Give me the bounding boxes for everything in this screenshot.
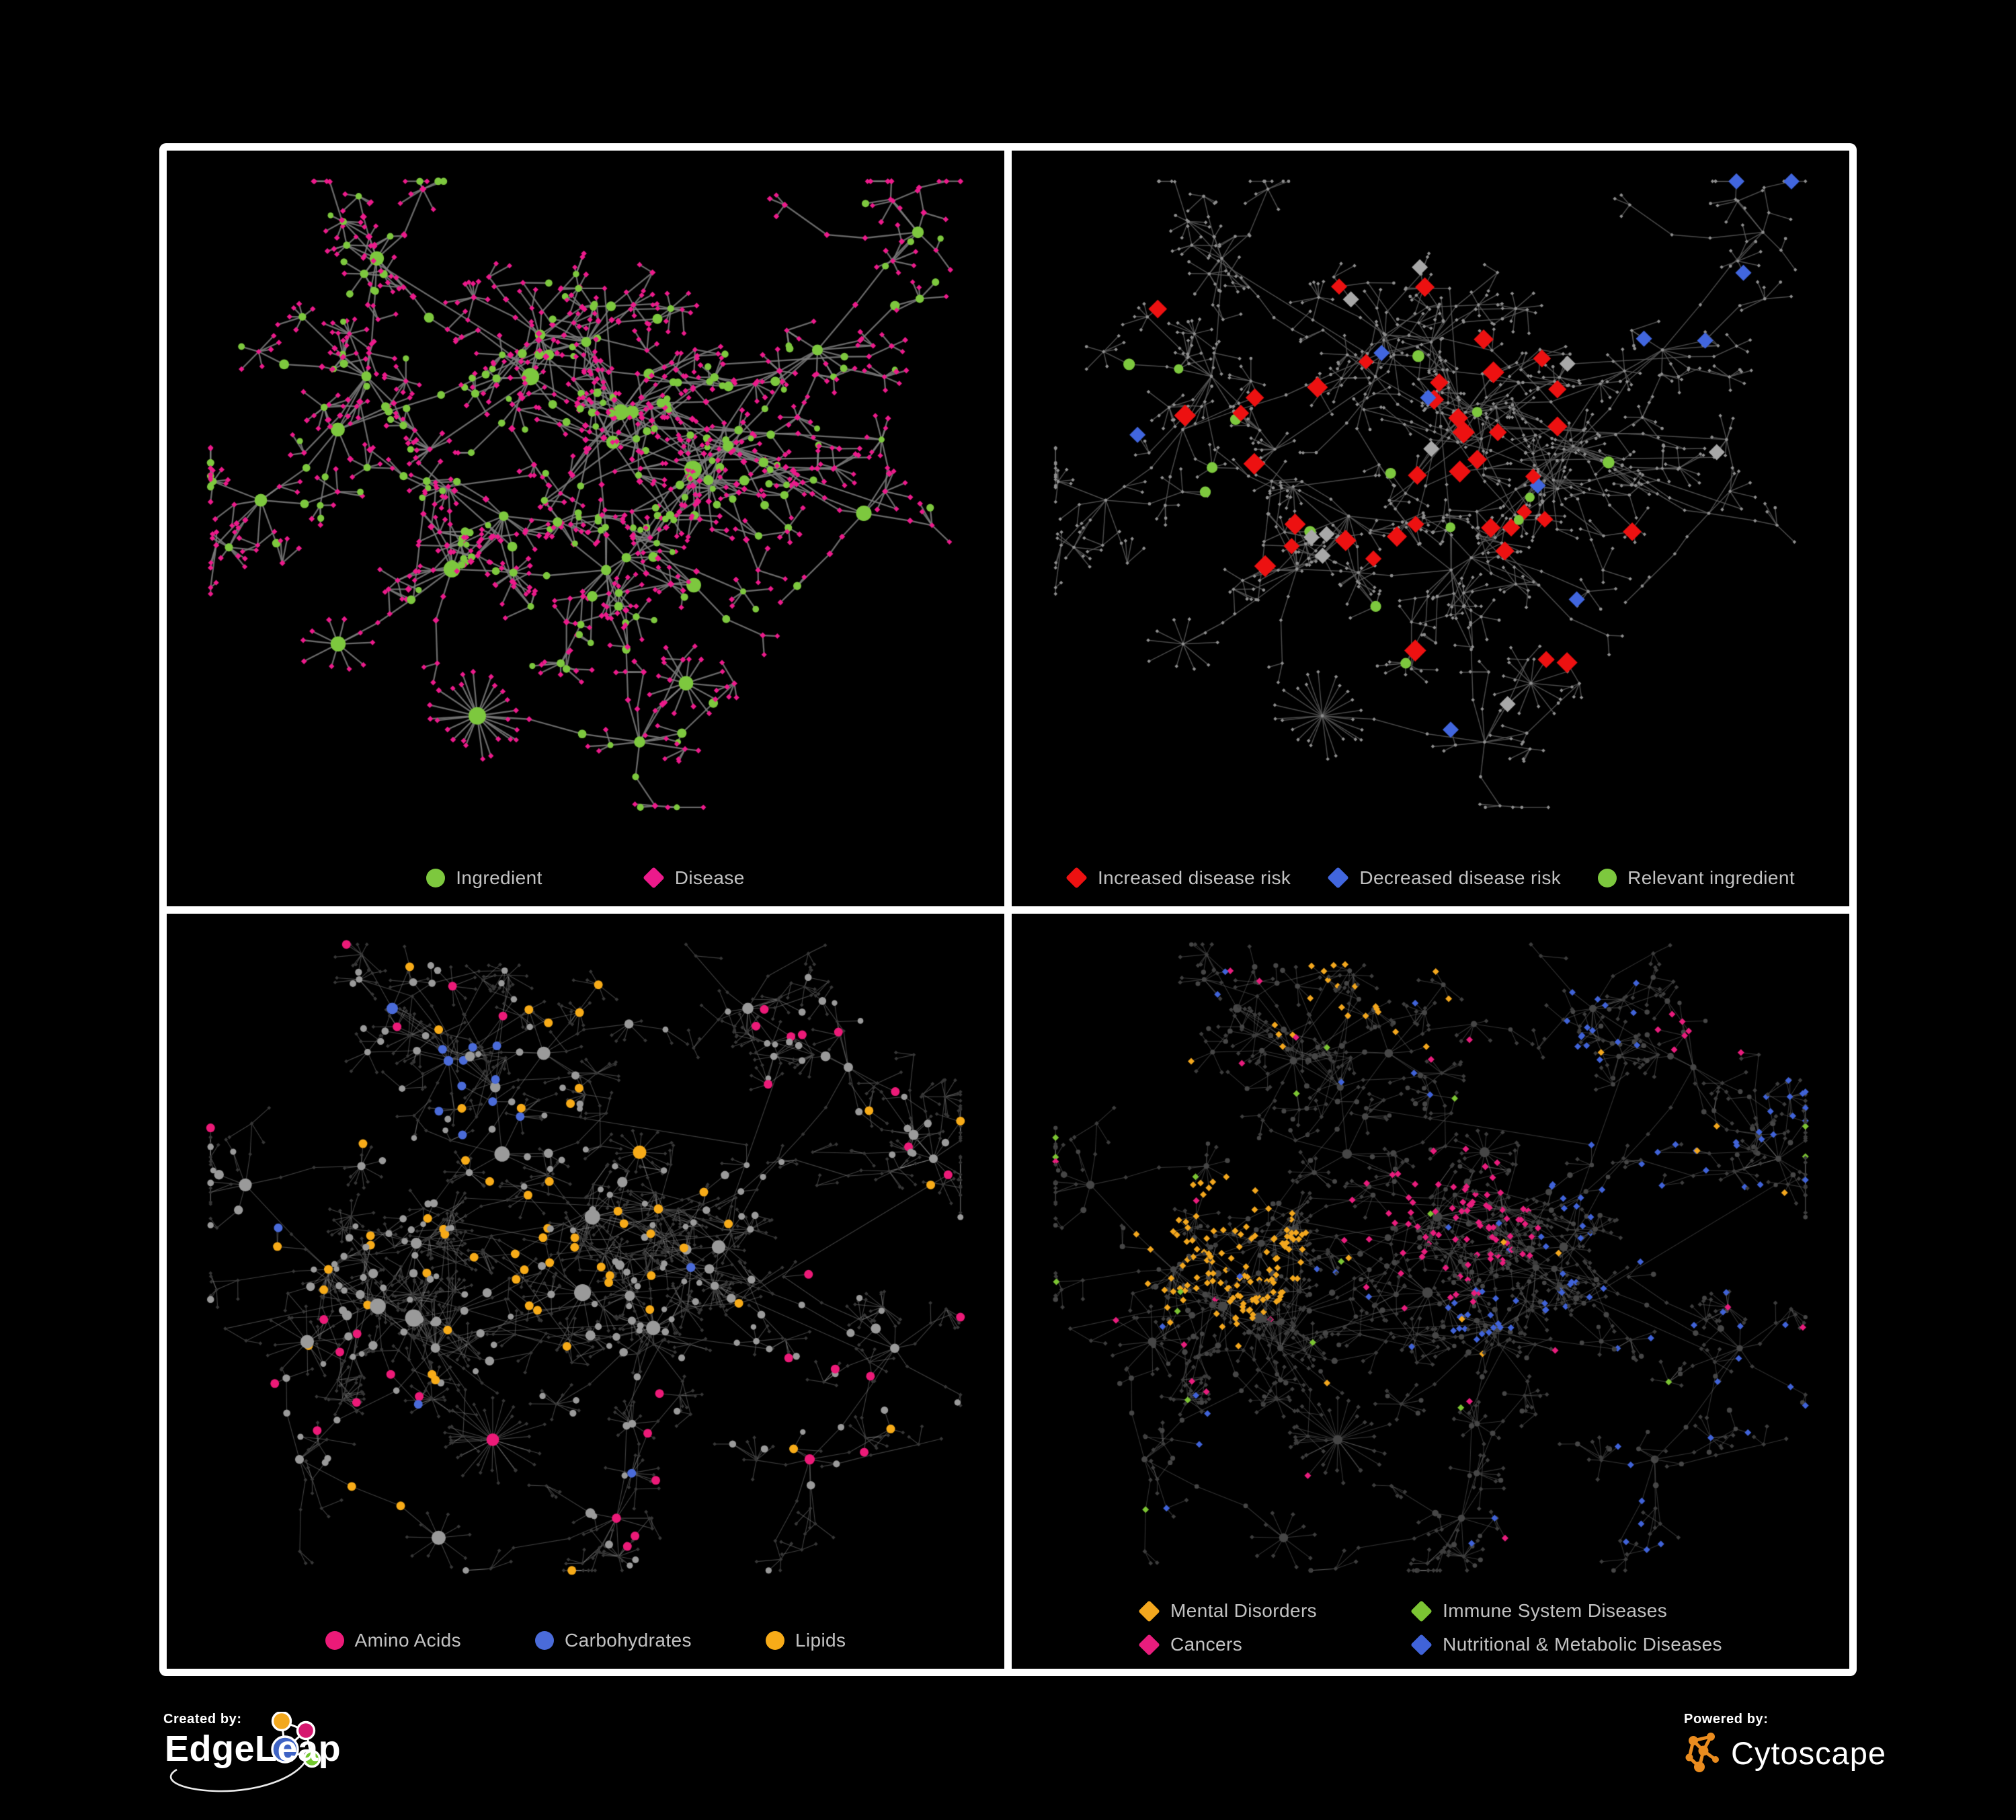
legend-label: Immune System Diseases xyxy=(1443,1600,1668,1621)
ingredient-disease-legend: Ingredient Disease xyxy=(167,867,1004,889)
legend-label: Decreased disease risk xyxy=(1359,867,1562,888)
disease-class-network-canvas xyxy=(1012,913,1849,1669)
legend-item: Disease xyxy=(643,867,745,889)
legend-label: Disease xyxy=(674,867,745,888)
powered-by-label: Powered by: xyxy=(1684,1712,1769,1727)
legend-item: Carbohydrates xyxy=(535,1630,692,1651)
legend-label: Increased disease risk xyxy=(1097,867,1291,888)
diamond-legend-marker-icon xyxy=(1327,867,1350,889)
nutrient-class-network-canvas xyxy=(167,913,1004,1669)
legend-item: Cancers xyxy=(1138,1633,1317,1656)
cytoscape-brand-text: Cytoscape xyxy=(1731,1735,1887,1771)
legend-item: Nutritional & Metabolic Diseases xyxy=(1410,1633,1722,1656)
cytoscape-credit: Powered by: xyxy=(1684,1712,1966,1792)
circle-legend-marker-icon xyxy=(535,1631,555,1650)
circle-legend-marker-icon xyxy=(426,868,446,887)
legend-label: Carbohydrates xyxy=(565,1630,692,1651)
created-by-label: Created by: xyxy=(163,1712,242,1727)
panel-disease-classes: Mental Disorders Immune System Diseases Ca… xyxy=(1012,913,1849,1669)
legend-item: Mental Disorders xyxy=(1138,1599,1318,1622)
cytoscape-logo-icon xyxy=(1685,1733,1719,1772)
legend-label: Relevant ingredient xyxy=(1627,867,1796,888)
legend-label: Nutritional & Metabolic Diseases xyxy=(1443,1634,1722,1655)
legend-label: Lipids xyxy=(795,1630,846,1651)
legend-item: Immune System Diseases xyxy=(1410,1599,1722,1622)
legend-item: Increased disease risk xyxy=(1065,867,1291,889)
diamond-legend-marker-icon xyxy=(643,867,665,889)
panel-nutrient-classes: Amino Acids Carbohydrates Lipids xyxy=(167,913,1004,1669)
legend-label: Amino Acids xyxy=(354,1630,462,1651)
disease-risk-network-canvas xyxy=(1012,151,1849,906)
legend-item: Relevant ingredient xyxy=(1598,867,1795,889)
panel-ingredient-disease: Ingredient Disease xyxy=(167,151,1004,906)
circle-legend-marker-icon xyxy=(1598,868,1617,887)
nutrient-class-legend: Amino Acids Carbohydrates Lipids xyxy=(167,1630,1004,1651)
disease-class-legend: Mental Disorders Immune System Diseases Ca… xyxy=(1012,1599,1849,1656)
circle-legend-marker-icon xyxy=(325,1631,344,1650)
edgeleap-credit: Created by: EdgeLeap xyxy=(163,1712,392,1813)
legend-item: Ingredient xyxy=(426,867,542,889)
legend-item: Lipids xyxy=(765,1630,846,1651)
diamond-legend-marker-icon xyxy=(1138,1633,1160,1656)
legend-label: Mental Disorders xyxy=(1170,1600,1318,1621)
edgeleap-brand-text: EdgeLeap xyxy=(165,1729,341,1769)
diamond-legend-marker-icon xyxy=(1065,867,1088,889)
legend-item: Decreased disease risk xyxy=(1327,867,1562,889)
disease-risk-legend: Increased disease risk Decreased disease … xyxy=(1012,867,1849,889)
diamond-legend-marker-icon xyxy=(1410,1599,1433,1622)
legend-label: Cancers xyxy=(1170,1634,1243,1655)
legend-label: Ingredient xyxy=(456,867,542,888)
diamond-legend-marker-icon xyxy=(1410,1633,1433,1656)
ingredient-disease-network-canvas xyxy=(167,151,1004,906)
panel-disease-risk: Increased disease risk Decreased disease … xyxy=(1012,151,1849,906)
circle-legend-marker-icon xyxy=(765,1631,784,1650)
diamond-legend-marker-icon xyxy=(1138,1599,1160,1622)
legend-item: Amino Acids xyxy=(325,1630,461,1651)
panel-grid-frame: Ingredient Disease Increased disease risk… xyxy=(159,143,1857,1676)
